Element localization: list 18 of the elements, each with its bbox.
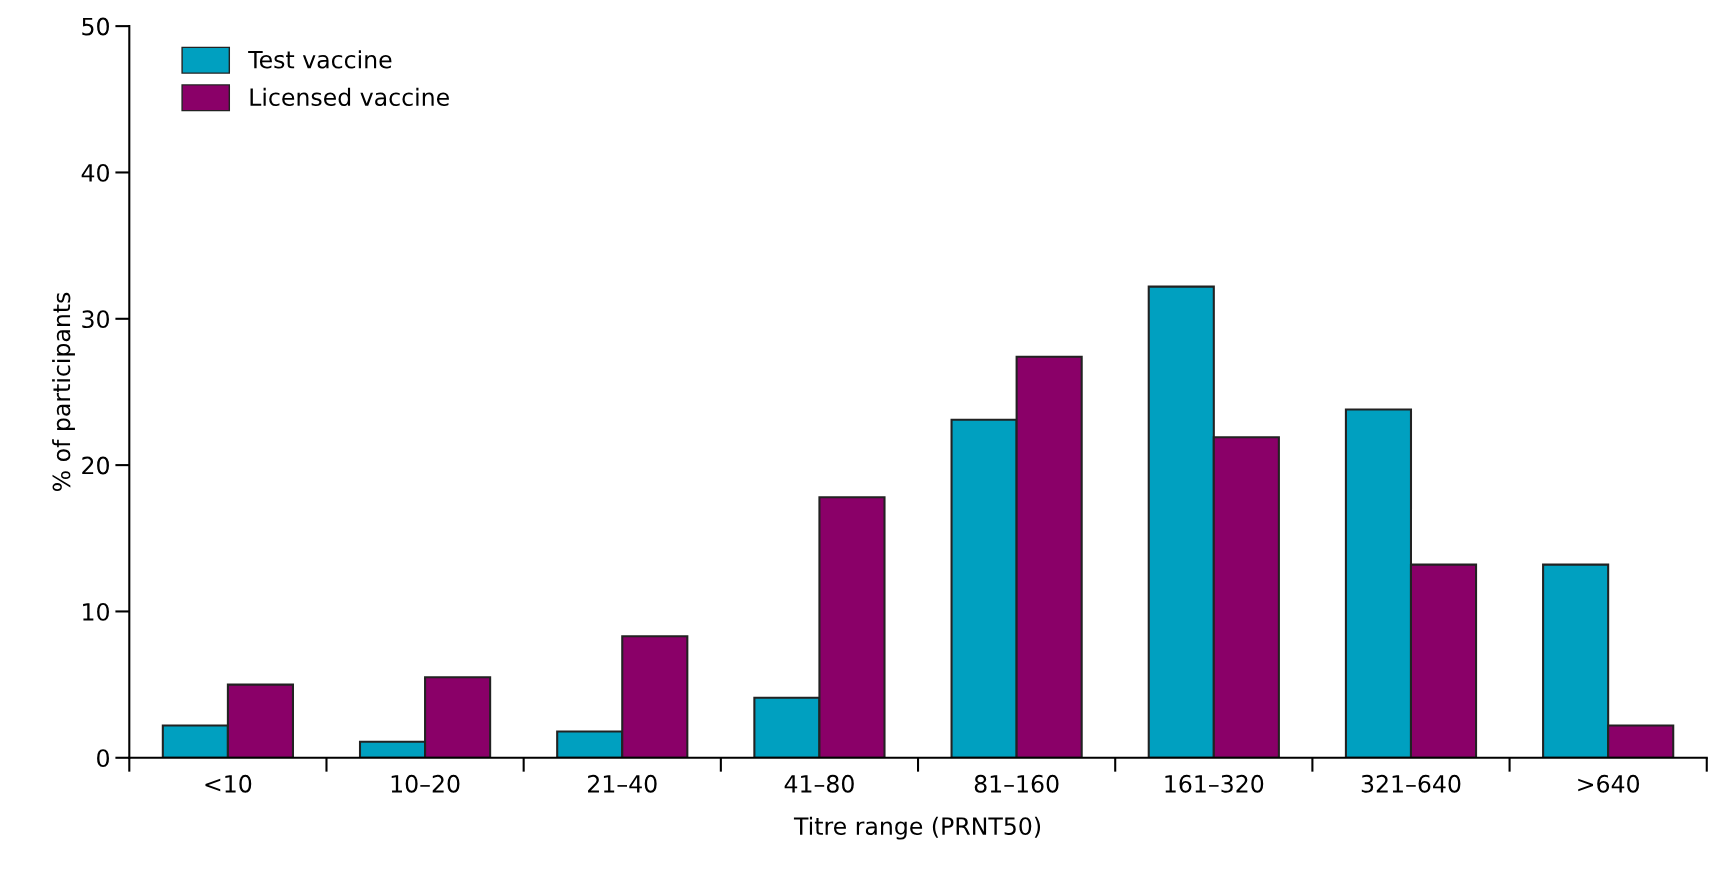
x-tick-label: 10–20 [391,774,460,793]
y-tick-label: 10 [83,602,109,621]
legend-label: Licensed vaccine [250,87,449,107]
x-tick-label: 81–160 [974,774,1059,793]
y-tick-label: 30 [82,310,109,329]
y-tick-label: 0 [97,749,109,768]
y-tick-label: 40 [81,163,109,182]
x-tick-label: >640 [1578,774,1640,793]
x-axis-title: Titre range (PRNT50) [793,816,1041,840]
x-tick-label: 41–80 [784,774,854,793]
y-axis-title: % of participants [52,292,75,491]
y-tick-label: 20 [82,456,109,475]
x-tick-label: 321–640 [1361,774,1461,793]
legend-label: Test vaccine [248,50,392,69]
y-tick-label: 50 [82,17,109,36]
x-tick-label: 161–320 [1165,774,1264,793]
x-tick-label: <10 [205,774,252,793]
x-tick-label: 21–40 [588,774,657,793]
